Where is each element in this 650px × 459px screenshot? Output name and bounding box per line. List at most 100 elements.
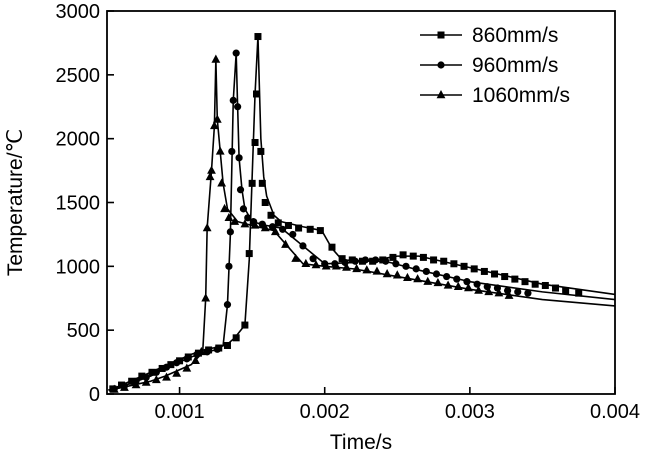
data-point-960mm-s — [309, 255, 317, 263]
legend-label-960mm-s: 960mm/s — [472, 54, 558, 77]
data-point-960mm-s — [228, 147, 236, 156]
data-point-1060mm-s — [443, 280, 453, 289]
data-point-860mm-s — [267, 211, 275, 219]
data-point-860mm-s — [251, 138, 259, 146]
data-point-860mm-s — [167, 361, 175, 369]
data-point-1060mm-s — [403, 272, 412, 282]
data-point-860mm-s — [551, 284, 559, 292]
data-point-960mm-s — [299, 242, 307, 250]
data-point-960mm-s — [235, 154, 243, 162]
data-point-960mm-s — [279, 225, 287, 233]
x-tick-label: 0.004 — [590, 401, 640, 423]
data-point-860mm-s — [338, 255, 346, 263]
data-point-1060mm-s — [205, 172, 215, 181]
data-point-860mm-s — [328, 243, 336, 251]
data-point-860mm-s — [148, 368, 156, 376]
data-point-860mm-s — [575, 289, 583, 297]
data-point-960mm-s — [203, 348, 211, 356]
data-point-1060mm-s — [433, 277, 443, 287]
data-point-860mm-s — [232, 334, 240, 342]
data-point-1060mm-s — [453, 281, 463, 290]
legend-marker-860mm-s — [437, 31, 445, 39]
data-point-860mm-s — [158, 364, 166, 372]
data-point-960mm-s — [183, 355, 191, 363]
data-point-1060mm-s — [220, 203, 229, 213]
data-point-860mm-s — [261, 199, 269, 206]
legend-marker-1060mm-s — [436, 90, 446, 99]
data-point-1060mm-s — [201, 293, 211, 302]
data-point-1060mm-s — [172, 368, 182, 377]
data-point-960mm-s — [514, 288, 522, 296]
data-point-1060mm-s — [423, 276, 433, 285]
data-point-860mm-s — [511, 275, 519, 283]
x-tick-label: 0.002 — [300, 401, 350, 423]
data-point-960mm-s — [173, 359, 181, 367]
data-point-1060mm-s — [151, 374, 161, 384]
data-point-1060mm-s — [474, 285, 483, 294]
data-point-1060mm-s — [210, 120, 219, 130]
data-point-960mm-s — [225, 262, 233, 270]
data-point-960mm-s — [162, 363, 171, 371]
y-tick-label: 1500 — [56, 193, 101, 215]
data-point-860mm-s — [460, 262, 468, 270]
data-point-1060mm-s — [240, 219, 250, 228]
data-point-1060mm-s — [464, 283, 473, 292]
data-point-1060mm-s — [342, 262, 351, 271]
legend-marker-960mm-s — [437, 61, 445, 69]
data-point-860mm-s — [419, 253, 427, 261]
data-point-1060mm-s — [207, 165, 216, 174]
data-point-860mm-s — [470, 265, 478, 273]
data-point-960mm-s — [289, 230, 297, 239]
x-tick-label: 0.003 — [445, 401, 495, 423]
data-point-960mm-s — [152, 368, 160, 376]
data-point-1060mm-s — [141, 377, 151, 386]
data-point-860mm-s — [316, 227, 324, 235]
data-point-1060mm-s — [109, 384, 119, 393]
data-point-1060mm-s — [131, 380, 141, 389]
series-line-1060mm-s — [108, 58, 616, 391]
data-point-860mm-s — [241, 321, 249, 329]
data-point-960mm-s — [244, 214, 252, 222]
data-point-1060mm-s — [162, 372, 171, 381]
legend-label-860mm-s: 860mm/s — [472, 24, 558, 47]
data-point-860mm-s — [491, 270, 499, 278]
data-point-860mm-s — [284, 221, 292, 229]
data-point-860mm-s — [531, 280, 539, 288]
data-point-1060mm-s — [382, 269, 392, 278]
data-point-960mm-s — [524, 289, 532, 297]
data-point-960mm-s — [268, 223, 277, 231]
data-point-960mm-s — [443, 272, 451, 281]
y-tick-label: 500 — [67, 320, 100, 342]
data-point-860mm-s — [138, 372, 146, 380]
data-point-1060mm-s — [413, 274, 423, 283]
data-point-960mm-s — [142, 373, 150, 382]
y-axis-title: Temperature/℃ — [4, 129, 27, 276]
data-point-860mm-s — [389, 253, 397, 261]
data-point-960mm-s — [371, 256, 380, 264]
data-point-1060mm-s — [224, 212, 234, 222]
x-axis-title: Time/s — [330, 431, 392, 454]
data-point-960mm-s — [432, 270, 441, 278]
data-point-1060mm-s — [392, 270, 402, 279]
data-point-1060mm-s — [504, 290, 514, 299]
data-point-1060mm-s — [301, 258, 311, 267]
data-point-1060mm-s — [362, 265, 372, 274]
data-point-860mm-s — [541, 281, 549, 289]
data-point-1060mm-s — [217, 178, 227, 187]
data-point-1060mm-s — [291, 253, 301, 262]
data-point-1060mm-s — [260, 223, 270, 232]
data-point-1060mm-s — [120, 382, 129, 391]
data-point-860mm-s — [480, 267, 488, 275]
data-point-860mm-s — [257, 147, 265, 155]
data-point-860mm-s — [409, 252, 417, 260]
data-point-1060mm-s — [230, 216, 240, 225]
data-point-860mm-s — [430, 256, 438, 264]
data-point-1060mm-s — [270, 226, 280, 236]
data-point-860mm-s — [223, 341, 231, 349]
data-point-1060mm-s — [494, 288, 504, 297]
data-point-860mm-s — [399, 251, 407, 259]
data-point-860mm-s — [252, 90, 260, 98]
data-point-860mm-s — [258, 179, 266, 187]
